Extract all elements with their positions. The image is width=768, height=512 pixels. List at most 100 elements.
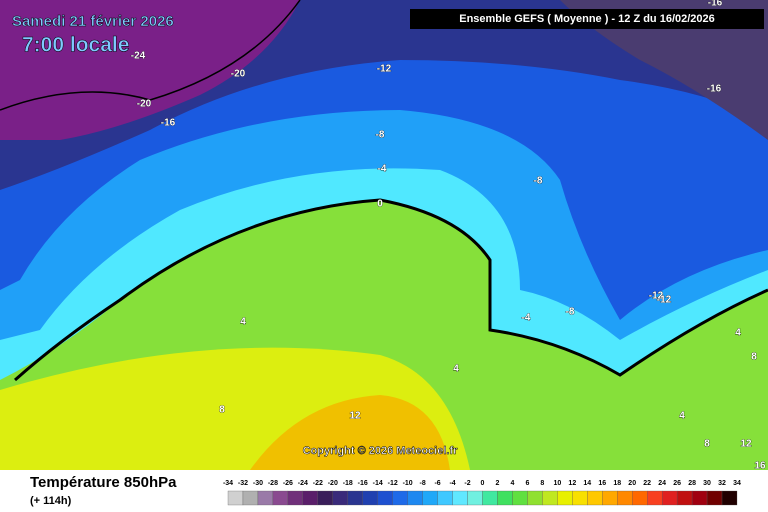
scale-swatch xyxy=(676,490,693,506)
scale-swatch xyxy=(482,490,498,506)
contour-label: -8 xyxy=(534,176,543,187)
scale-label: -8 xyxy=(420,480,426,487)
scale-label: 20 xyxy=(628,480,636,487)
scale-label: -26 xyxy=(283,480,293,487)
scale-label: -16 xyxy=(358,480,368,487)
scale-swatch xyxy=(437,490,453,506)
field-hot xyxy=(250,395,450,470)
contour-label: -8 xyxy=(376,130,385,141)
copyright: Copyright © 2026 Meteociel.fr xyxy=(303,445,459,457)
scale-swatch xyxy=(227,490,244,506)
scale-label: -22 xyxy=(313,480,323,487)
scale-label: -10 xyxy=(403,480,413,487)
scale-swatch xyxy=(422,490,438,506)
scale-swatch xyxy=(257,490,274,506)
contour-label: -4 xyxy=(522,313,531,324)
contour-label: -20 xyxy=(137,99,152,110)
contour-label: -16 xyxy=(707,84,722,95)
contour-label: 4 xyxy=(679,411,685,422)
contour-label: 12 xyxy=(349,411,361,422)
scale-label: 24 xyxy=(658,480,666,487)
scale-swatch xyxy=(721,490,738,506)
scale-swatch xyxy=(557,490,573,506)
contour-label: -12 xyxy=(649,291,664,302)
scale-swatch xyxy=(632,490,648,506)
scale-swatch xyxy=(706,490,723,506)
scale-swatch xyxy=(347,490,363,506)
scale-swatch xyxy=(287,490,304,506)
lead-time: (+ 114h) xyxy=(30,495,72,507)
map-time: 7:00 locale xyxy=(22,34,129,57)
scale-swatch xyxy=(302,490,318,506)
scale-label: 30 xyxy=(703,480,711,487)
scale-swatch xyxy=(527,490,543,506)
map-field xyxy=(0,0,768,470)
scale-swatch xyxy=(617,490,633,506)
scale-label: 34 xyxy=(733,480,741,487)
scale-swatch xyxy=(572,490,588,506)
scale-label: -28 xyxy=(268,480,278,487)
contour-label: 4 xyxy=(240,317,246,328)
scale-label: 14 xyxy=(583,480,591,487)
contour-label: 12 xyxy=(740,439,752,450)
contour-label: 8 xyxy=(704,439,710,450)
scale-swatch xyxy=(392,490,408,506)
scale-label: 16 xyxy=(598,480,606,487)
scale-swatch xyxy=(272,490,289,506)
scale-label: -14 xyxy=(373,480,383,487)
scale-swatch xyxy=(691,490,708,506)
scale-label: 2 xyxy=(496,480,500,487)
scale-label: 22 xyxy=(643,480,651,487)
scale-swatch xyxy=(452,490,468,506)
scale-swatch xyxy=(407,490,423,506)
scale-swatch xyxy=(242,490,259,506)
scale-label: -2 xyxy=(464,480,470,487)
scale-label: -20 xyxy=(328,480,338,487)
scale-label: -4 xyxy=(449,480,455,487)
scale-label: -18 xyxy=(343,480,353,487)
field-arctic-east xyxy=(560,0,768,140)
contour-label: -16 xyxy=(708,0,723,9)
contour-label: 8 xyxy=(219,405,225,416)
scale-label: 6 xyxy=(525,480,529,487)
scale-swatch xyxy=(362,490,378,506)
scale-label: 18 xyxy=(613,480,621,487)
zero-isotherm xyxy=(14,198,768,382)
scale-swatch xyxy=(497,490,513,506)
scale-swatch xyxy=(647,490,663,506)
scale-label: -34 xyxy=(223,480,233,487)
run-box xyxy=(410,9,764,29)
contour-label: 8 xyxy=(751,352,757,363)
contour-label: 16 xyxy=(754,461,766,472)
scale-swatch xyxy=(332,490,348,506)
scale-swatch xyxy=(602,490,618,506)
scale-label: -6 xyxy=(434,480,440,487)
scale-label: -32 xyxy=(238,480,248,487)
contour-label: -12 xyxy=(657,295,672,306)
contour-label: -24 xyxy=(131,51,146,62)
field-arctic xyxy=(0,0,300,140)
scale-swatch xyxy=(512,490,528,506)
scale-label: 28 xyxy=(688,480,696,487)
map-date: Samedi 21 février 2026 xyxy=(12,13,174,30)
scale-swatch xyxy=(377,490,393,506)
contour-label: -8 xyxy=(566,307,575,318)
scale-label: 4 xyxy=(510,480,514,487)
scale-label: 0 xyxy=(481,480,485,487)
scale-swatch xyxy=(587,490,603,506)
variable-name: Température 850hPa xyxy=(30,474,177,491)
scale-label: 8 xyxy=(540,480,544,487)
scale-label: -24 xyxy=(298,480,308,487)
contour-label: -16 xyxy=(161,118,176,129)
scale-label: -30 xyxy=(253,480,263,487)
contour-label: -12 xyxy=(377,64,392,75)
contour-label: 4 xyxy=(453,364,459,375)
contour-label: -4 xyxy=(378,164,387,175)
scale-label: 26 xyxy=(673,480,681,487)
scale-swatch xyxy=(542,490,558,506)
scale-label: -12 xyxy=(388,480,398,487)
scale-label: 10 xyxy=(553,480,561,487)
run-info: Ensemble GEFS ( Moyenne ) - 12 Z du 16/0… xyxy=(459,13,715,25)
scale-swatch xyxy=(661,490,678,506)
scale-label: 12 xyxy=(568,480,576,487)
